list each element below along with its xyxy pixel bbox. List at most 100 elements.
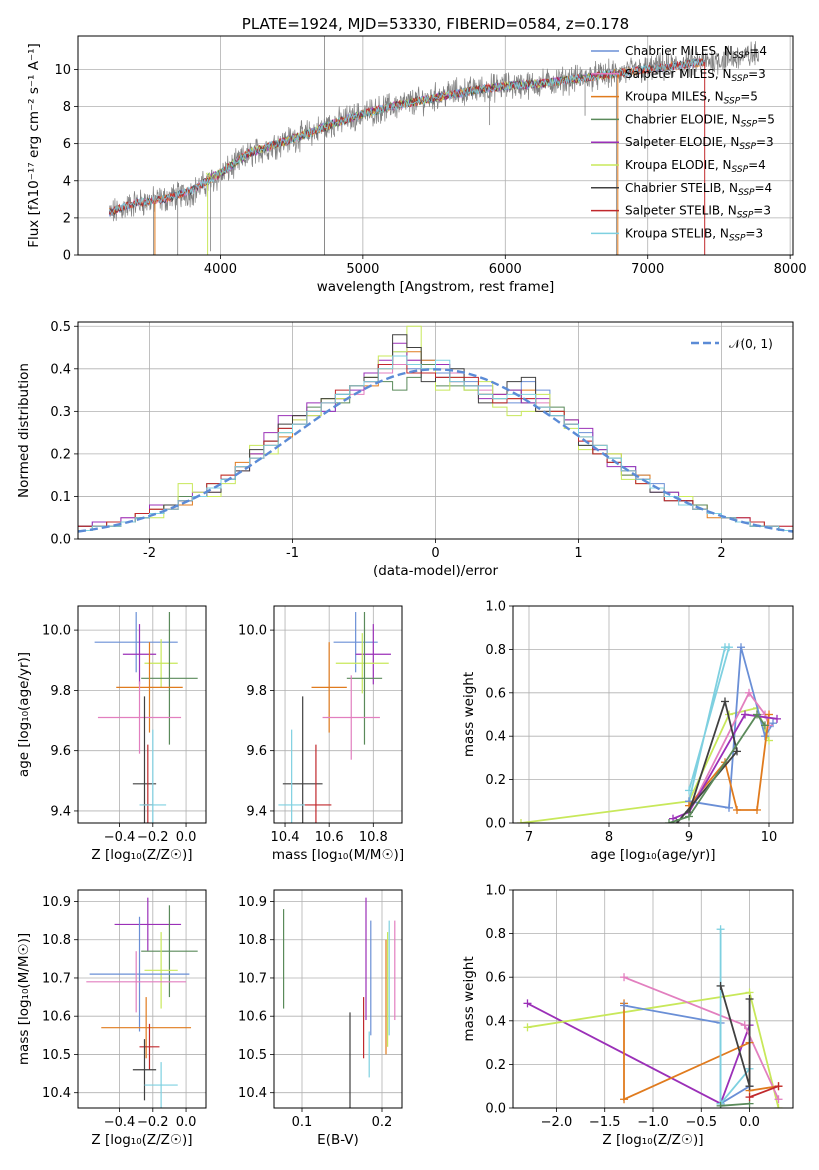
plot-frame: [77, 35, 794, 256]
y-tick-label: 4: [63, 174, 71, 189]
axes-5: −0.4 −0.2 0.0 10.4 10.5 10.6 10.7 10.8 10.9 Z [lo…: [16, 889, 207, 1148]
y-axis-label: mass [log₁₀(M/M☉)]: [16, 933, 32, 1065]
legend-label: Kroupa STELIB, NSSP=3: [625, 226, 763, 243]
plot-frame: [77, 605, 207, 824]
y-tick-label: 10.0: [238, 624, 267, 639]
axes-2: −0.4 −0.2 0.0 9.4 9.6 9.8 10.0 Z [log₁₀(Z/Z☉)] a…: [16, 605, 207, 863]
x-tick-label: 6000: [489, 262, 522, 277]
weight-plot: [517, 643, 781, 823]
errorbar-plot: [283, 897, 396, 1108]
x-tick-label: −0.4: [104, 830, 136, 845]
x-tick-label: 9: [685, 830, 693, 845]
y-tick-label: 10.5: [42, 1048, 71, 1063]
x-tick-label: −0.2: [137, 1115, 169, 1130]
y-tick-label: 9.6: [50, 744, 71, 759]
grid-2: [78, 606, 206, 823]
model-fit-line: [206, 69, 620, 181]
x-tick-label: 0.0: [176, 830, 197, 845]
x-tick-label: −2.0: [541, 1115, 573, 1130]
weight-line: [749, 1085, 779, 1098]
x-axis-label: Z [log₁₀(Z/Z☉)]: [602, 1132, 703, 1148]
legend-label: Chabrier ELODIE, NSSP=5: [625, 112, 775, 129]
y-tick-label: 0.4: [485, 730, 506, 745]
y-tick-label: 0.0: [50, 533, 71, 548]
legend-label: Chabrier STELIB, NSSP=4: [625, 181, 772, 198]
y-tick-label: 10.9: [42, 895, 71, 910]
legend: 𝒩(0, 1): [691, 337, 773, 351]
x-axis-label: E(B-V): [317, 1132, 359, 1148]
y-tick-label: 10.8: [238, 933, 267, 948]
x-tick-label: -2: [143, 546, 156, 561]
y-tick-label: 0.8: [485, 927, 506, 942]
weight-line: [688, 691, 770, 813]
weight-line: [672, 713, 778, 820]
y-tick-label: 9.4: [246, 804, 267, 819]
y-tick-label: 10.6: [238, 1010, 267, 1025]
model-fit-line: [205, 69, 620, 182]
y-tick-label: 0.5: [50, 320, 71, 335]
histogram-plot: [78, 325, 793, 539]
y-axis-label: Normed distribution: [16, 363, 32, 498]
y-tick-label: 1.0: [485, 600, 506, 615]
grid-6: [274, 890, 402, 1108]
x-tick-label: 0.0: [739, 1115, 760, 1130]
x-tick-label: 5000: [346, 262, 379, 277]
axes-4: 7 8 9 10 0.0 0.2 0.4 0.6 0.8 1.0 age [log₁₀(age/yr…: [461, 600, 794, 863]
x-tick-label: 7000: [631, 262, 664, 277]
x-tick-label: 10.4: [271, 830, 300, 845]
weight-line: [527, 1002, 751, 1105]
y-tick-label: 10.4: [42, 1086, 71, 1101]
legend-label: Kroupa ELODIE, NSSP=4: [625, 158, 766, 175]
x-tick-label: 4000: [204, 262, 237, 277]
y-tick-label: 10.4: [238, 1086, 267, 1101]
y-axis-label: mass weight: [461, 672, 477, 757]
y-tick-label: 10.9: [238, 895, 267, 910]
y-axis-label: mass weight: [461, 956, 477, 1041]
normal-curve-line: [78, 368, 793, 533]
x-tick-label: −0.5: [685, 1115, 717, 1130]
y-tick-label: 0.2: [485, 1058, 506, 1073]
y-tick-label: 9.6: [246, 744, 267, 759]
weight-line: [720, 1102, 750, 1107]
plot-frame: [77, 321, 794, 540]
y-tick-label: 8: [63, 100, 71, 115]
y-tick-label: 0.8: [485, 643, 506, 658]
y-tick-label: 0.0: [485, 817, 506, 832]
y-tick-label: 0.1: [50, 490, 71, 505]
plot-frame: [512, 605, 794, 824]
x-tick-label: -1: [286, 546, 299, 561]
x-tick-label: 0.0: [176, 1115, 197, 1130]
legend-label: Kroupa MILES, NSSP=5: [625, 90, 758, 107]
y-tick-label: 0.0: [485, 1102, 506, 1117]
x-tick-label: 2: [717, 546, 725, 561]
y-tick-label: 2: [63, 211, 71, 226]
legend: Chabrier MILES, NSSP=4 Salpeter MILES, NS…: [591, 44, 775, 243]
x-tick-label: 10.8: [359, 830, 388, 845]
legend-label: Chabrier MILES, NSSP=4: [625, 44, 767, 61]
plot-frame: [77, 889, 207, 1109]
x-tick-label: 8: [605, 830, 613, 845]
plot-frame: [512, 889, 794, 1109]
x-axis-label: mass [log₁₀(M/M☉)]: [272, 847, 404, 863]
x-axis-label: Z [log₁₀(Z/Z☉)]: [91, 1132, 192, 1148]
legend-label: Salpeter MILES, NSSP=3: [625, 67, 766, 84]
weight-line: [668, 712, 766, 823]
y-tick-label: 10.6: [42, 1010, 71, 1025]
y-tick-label: 10.7: [238, 971, 267, 986]
x-axis-label: wavelength [Angstrom, rest frame]: [317, 279, 555, 295]
y-tick-label: 0: [63, 249, 71, 264]
grid-5: [78, 890, 206, 1108]
y-tick-label: 10: [54, 63, 71, 78]
x-tick-label: 7: [525, 830, 533, 845]
errorbar-plot: [86, 897, 198, 1108]
x-tick-label: −0.2: [137, 830, 169, 845]
plot-frame: [273, 605, 403, 824]
y-tick-label: 9.8: [50, 684, 71, 699]
x-tick-label: −0.4: [104, 1115, 136, 1130]
y-tick-label: 10.0: [42, 624, 71, 639]
x-tick-label: 0.1: [292, 1115, 313, 1130]
model-fit-line: [108, 58, 705, 217]
y-tick-label: 0.4: [485, 1014, 506, 1029]
spectrum-plot: [108, 36, 760, 255]
y-tick-label: 1.0: [485, 884, 506, 899]
